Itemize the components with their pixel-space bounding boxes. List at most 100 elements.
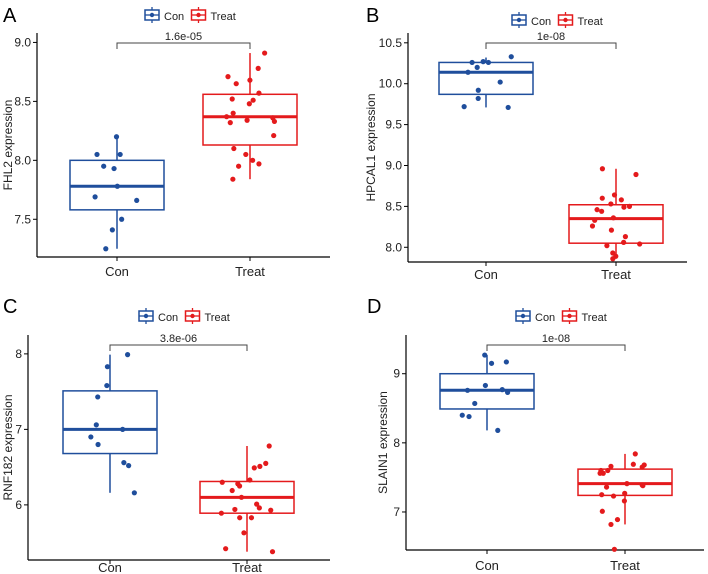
data-point [218, 510, 224, 516]
data-point [247, 477, 253, 483]
data-point [101, 163, 107, 169]
data-point [93, 422, 99, 428]
legend-key-point [567, 313, 572, 319]
p-value-label: 1.6e-05 [165, 31, 202, 43]
legend-label: Con [164, 11, 184, 23]
data-point [599, 508, 605, 514]
data-point [637, 241, 643, 247]
y-tick-label: 8.0 [14, 153, 31, 167]
data-point [257, 463, 263, 469]
y-axis-title: HPCAL1 expression [364, 93, 378, 201]
y-tick-label: 7 [15, 422, 22, 436]
legend-key-point [563, 17, 568, 23]
legend-item-treat: Treat [184, 308, 230, 324]
significance-bracket: 3.8e-06 [109, 333, 248, 351]
data-point [113, 134, 120, 140]
data-point [250, 97, 256, 103]
legend: Con Treat [144, 7, 236, 23]
data-point [243, 151, 249, 158]
legend-item-con: Con [144, 7, 184, 23]
data-point [485, 59, 492, 66]
panel-a: A Con Treat 7.5 8.0 8.5 9.0 Con Treat FHL2 expres… [1, 5, 330, 279]
data-point [633, 171, 639, 178]
data-point [271, 132, 277, 139]
data-point [482, 382, 488, 389]
p-value-label: 1e-08 [542, 333, 570, 345]
data-point [475, 87, 481, 93]
data-point [241, 530, 247, 536]
data-point [626, 203, 633, 209]
legend-item-treat: Treat [561, 308, 607, 324]
box-iqr [202, 93, 298, 146]
legend-label: Treat [211, 11, 236, 23]
y-tick-label: 8 [15, 347, 22, 361]
y-axis-title: FHL2 expression [1, 100, 15, 191]
data-point [121, 460, 127, 466]
data-point [256, 90, 262, 96]
panel-label: A [3, 5, 17, 27]
data-point [474, 64, 480, 70]
data-point [639, 464, 645, 470]
y-tick-label: 7.5 [14, 212, 31, 226]
data-point [266, 443, 272, 449]
x-tick-label: Con [98, 560, 122, 574]
data-point [88, 434, 94, 440]
data-point [248, 515, 255, 521]
data-point [610, 256, 616, 262]
legend-item-treat: Treat [557, 12, 603, 28]
data-point [622, 234, 629, 240]
data-point [263, 460, 269, 466]
bracket-line [116, 42, 251, 49]
data-point [592, 217, 598, 223]
panel-b: B Con Treat 8.0 8.5 9.0 9.5 10.0 10.5 Con Treat HPC… [364, 5, 687, 282]
data-point [126, 463, 132, 469]
data-point [246, 101, 252, 107]
data-point [599, 492, 605, 498]
data-point [622, 490, 628, 496]
y-tick-label: 10.0 [379, 77, 403, 91]
legend-item-con: Con [515, 308, 555, 324]
data-point [232, 506, 238, 513]
legend-key-point [143, 313, 149, 319]
data-point [503, 359, 509, 365]
data-point [256, 161, 262, 167]
legend-label: Con [158, 312, 178, 324]
data-point [111, 165, 117, 172]
significance-bracket: 1.6e-05 [116, 31, 251, 49]
data-point [223, 546, 229, 552]
data-point [482, 352, 488, 358]
data-point [630, 461, 636, 467]
data-point [104, 382, 110, 389]
data-point [109, 227, 115, 233]
y-axis-title: RNF182 expression [1, 394, 15, 500]
x-tick-label: Treat [610, 558, 640, 573]
legend: Con Treat [515, 308, 607, 324]
legend: Con Treat [138, 308, 230, 324]
legend-label: Treat [582, 312, 607, 324]
y-axis-title: SLAIN1 expression [376, 391, 390, 494]
legend-key-point [520, 313, 526, 319]
data-point [605, 467, 611, 474]
data-point [640, 483, 646, 489]
data-point [227, 120, 233, 126]
data-point [229, 487, 235, 494]
p-value-label: 1e-08 [537, 31, 565, 43]
data-point [271, 118, 278, 125]
data-point [488, 360, 495, 366]
legend-label: Treat [578, 16, 603, 28]
data-point [618, 197, 624, 203]
data-point [231, 145, 237, 152]
data-point [95, 441, 101, 448]
panel-c: C Con Treat 6 7 8 Con Treat RNF182 expression 3.8… [1, 296, 330, 574]
data-point [480, 59, 486, 65]
box-iqr [62, 390, 158, 455]
panel-label: B [366, 5, 379, 27]
data-point [608, 201, 614, 207]
box-con [62, 352, 158, 496]
data-point [632, 451, 638, 457]
data-point [104, 364, 111, 370]
data-point [119, 216, 125, 222]
data-point [117, 151, 123, 158]
data-point [495, 427, 501, 434]
data-point [599, 208, 605, 214]
